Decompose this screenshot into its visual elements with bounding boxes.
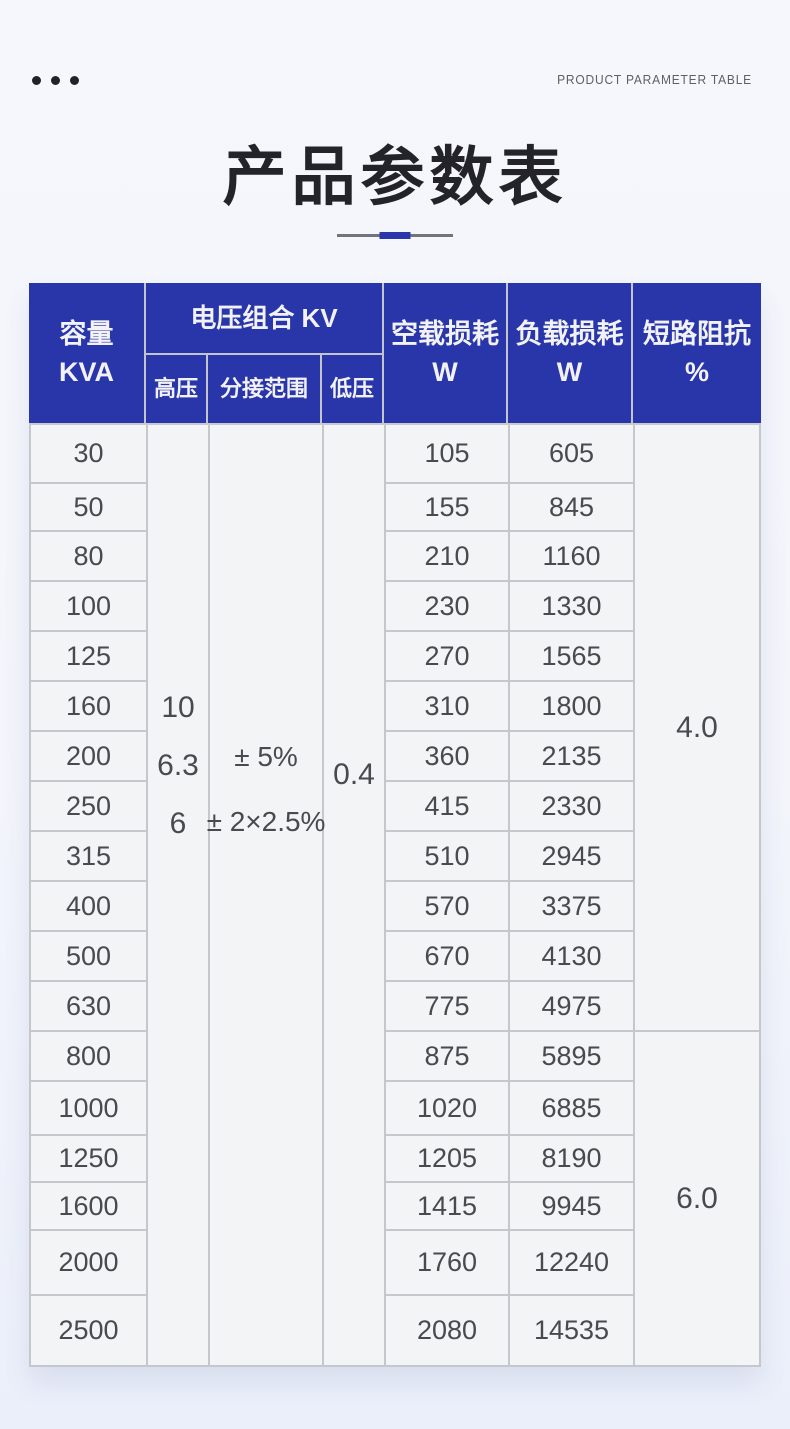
capacity-cell: 125	[31, 632, 148, 682]
capacity-cell: 2500	[31, 1296, 148, 1367]
no-load-cell: 2080	[386, 1296, 510, 1367]
page-title: 产品参数表	[222, 141, 568, 213]
capacity-cell: 1600	[31, 1183, 148, 1231]
capacity-cell: 400	[31, 882, 148, 932]
capacity-cell: 315	[31, 832, 148, 882]
no-load-cell: 775	[386, 982, 510, 1032]
no-load-cell: 670	[386, 932, 510, 982]
capacity-cell: 160	[31, 682, 148, 732]
load-cell: 12240	[510, 1231, 635, 1296]
load-cell: 3375	[510, 882, 635, 932]
header-cell-no-load-loss: 空载损耗 W	[384, 283, 508, 423]
dot-icon	[70, 75, 79, 85]
capacity-cell: 1000	[31, 1082, 148, 1136]
no-load-cell: 310	[386, 682, 510, 732]
header-cell-load-loss: 负载损耗 W	[508, 283, 633, 423]
load-cell: 4975	[510, 982, 635, 1032]
load-cell: 605	[510, 425, 635, 484]
spec-table: 容量 KVA 电压组合 KV 高压 分接范围 低压 空载损耗 W 负载损耗 W …	[29, 283, 761, 1367]
header-cell-capacity: 容量 KVA	[29, 283, 146, 423]
capacity-cell: 800	[31, 1032, 148, 1082]
capacity-cell: 50	[31, 484, 148, 532]
merged-cell-tap-range: ± 5% ± 2×2.5%	[207, 425, 325, 1367]
header-cell-lv: 低压	[322, 355, 384, 423]
load-cell: 1160	[510, 532, 635, 582]
no-load-cell: 360	[386, 732, 510, 782]
header-cell-impedance: 短路阻抗 %	[643, 319, 751, 387]
load-cell: 5895	[510, 1032, 635, 1082]
capacity-cell: 80	[31, 532, 148, 582]
load-cell: 845	[510, 484, 635, 532]
capacity-cell: 630	[31, 982, 148, 1032]
capacity-cell: 250	[31, 782, 148, 832]
no-load-cell: 1205	[386, 1136, 510, 1183]
capacity-cell: 100	[31, 582, 148, 632]
capacity-cell: 1250	[31, 1136, 148, 1183]
no-load-cell: 155	[386, 484, 510, 532]
no-load-cell: 875	[386, 1032, 510, 1082]
load-cell: 2945	[510, 832, 635, 882]
table-header: 容量 KVA 电压组合 KV 高压 分接范围 低压 空载损耗 W 负载损耗 W …	[29, 283, 761, 423]
load-cell: 1800	[510, 682, 635, 732]
load-cell: 6885	[510, 1082, 635, 1136]
load-cell: 4130	[510, 932, 635, 982]
header-cell-hv: 高压	[146, 355, 208, 423]
product-parameter-label: PRODUCT PARAMETER TABLE	[557, 72, 752, 88]
top-bar: PRODUCT PARAMETER TABLE	[32, 70, 752, 90]
no-load-cell: 1760	[386, 1231, 510, 1296]
capacity-cell: 200	[31, 732, 148, 782]
title-divider	[337, 232, 453, 239]
no-load-cell: 270	[386, 632, 510, 682]
dots-decoration	[32, 75, 79, 85]
dot-icon	[51, 75, 60, 85]
merged-cell-lv: 0.4	[324, 425, 386, 1367]
no-load-cell: 415	[386, 782, 510, 832]
header-cell-voltage-group: 电压组合 KV	[146, 283, 384, 355]
divider-accent	[379, 232, 411, 239]
capacity-cell: 30	[31, 425, 148, 484]
no-load-cell: 510	[386, 832, 510, 882]
table-body: 10 6.3 6 ± 5% ± 2×2.5% 0.4 4.0 6.0 30 105…	[29, 423, 761, 1367]
dot-icon	[32, 75, 41, 85]
no-load-cell: 1020	[386, 1082, 510, 1136]
capacity-cell: 500	[31, 932, 148, 982]
impedance-cell-bottom: 6.0	[635, 1032, 759, 1367]
load-cell: 9945	[510, 1183, 635, 1231]
load-cell: 2330	[510, 782, 635, 832]
impedance-cell-top: 4.0	[635, 425, 759, 1032]
no-load-cell: 230	[386, 582, 510, 632]
header-cell-tap-range: 分接范围	[208, 355, 322, 423]
capacity-cell: 2000	[31, 1231, 148, 1296]
load-cell: 1565	[510, 632, 635, 682]
load-cell: 14535	[510, 1296, 635, 1367]
load-cell: 8190	[510, 1136, 635, 1183]
no-load-cell: 1415	[386, 1183, 510, 1231]
no-load-cell: 570	[386, 882, 510, 932]
no-load-cell: 105	[386, 425, 510, 484]
merged-cell-hv: 10 6.3 6	[148, 425, 210, 1367]
no-load-cell: 210	[386, 532, 510, 582]
load-cell: 2135	[510, 732, 635, 782]
load-cell: 1330	[510, 582, 635, 632]
